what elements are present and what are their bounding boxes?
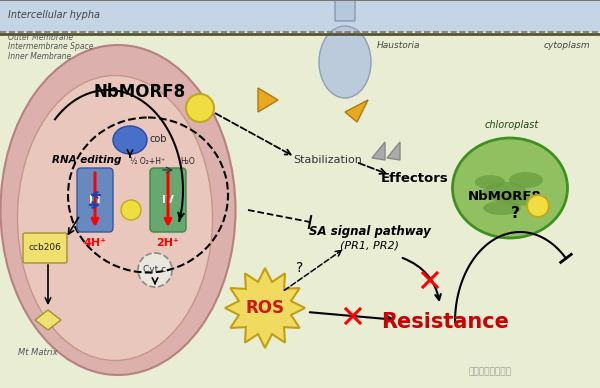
Ellipse shape (475, 175, 505, 189)
Circle shape (138, 253, 172, 287)
Ellipse shape (509, 172, 543, 188)
Text: 4H⁺: 4H⁺ (83, 238, 107, 248)
Text: Outer Membrane: Outer Membrane (8, 33, 73, 42)
Text: 植物微生物最前线: 植物微生物最前线 (469, 367, 511, 376)
Ellipse shape (483, 201, 521, 215)
Text: 2H⁺: 2H⁺ (157, 238, 179, 248)
Text: IV: IV (162, 195, 174, 205)
Ellipse shape (1, 45, 235, 375)
Text: H₂O: H₂O (181, 157, 196, 166)
FancyBboxPatch shape (335, 0, 355, 21)
Text: RNA editing: RNA editing (52, 155, 121, 165)
Polygon shape (345, 100, 368, 122)
Text: Mt Matrix: Mt Matrix (18, 348, 58, 357)
Polygon shape (35, 310, 61, 330)
Circle shape (186, 94, 214, 122)
Circle shape (527, 195, 549, 217)
Text: chloroplast: chloroplast (485, 120, 539, 130)
FancyBboxPatch shape (77, 168, 113, 232)
Text: SA signal pathway: SA signal pathway (309, 225, 431, 239)
Text: ccb206: ccb206 (29, 244, 61, 253)
Circle shape (121, 200, 141, 220)
Text: ?: ? (511, 206, 520, 220)
Text: III: III (89, 195, 101, 205)
Text: ?: ? (296, 261, 304, 275)
Ellipse shape (17, 76, 212, 360)
Text: Resistance: Resistance (381, 312, 509, 332)
Ellipse shape (113, 126, 147, 154)
Ellipse shape (452, 138, 568, 238)
Text: Inner Membrane: Inner Membrane (8, 52, 71, 61)
Text: Effectors: Effectors (381, 171, 449, 185)
Text: ½ O₂+H⁺: ½ O₂+H⁺ (130, 157, 166, 166)
Text: cytoplasm: cytoplasm (544, 40, 590, 50)
Polygon shape (387, 142, 400, 160)
Polygon shape (225, 268, 305, 348)
Text: NbMORF8: NbMORF8 (94, 83, 186, 101)
Polygon shape (372, 142, 385, 160)
FancyBboxPatch shape (150, 168, 186, 232)
Text: cob: cob (149, 134, 167, 144)
Ellipse shape (319, 26, 371, 98)
FancyBboxPatch shape (0, 0, 600, 32)
Text: Stabilization: Stabilization (293, 155, 362, 165)
Polygon shape (258, 88, 278, 112)
Text: Intercellular hypha: Intercellular hypha (8, 10, 100, 20)
Ellipse shape (504, 194, 532, 206)
Text: NbMORF8: NbMORF8 (468, 189, 542, 203)
Text: ROS: ROS (245, 299, 284, 317)
Text: (PR1, PR2): (PR1, PR2) (341, 241, 400, 251)
Text: Intermembrane Space: Intermembrane Space (8, 42, 94, 51)
Ellipse shape (483, 182, 527, 202)
FancyBboxPatch shape (23, 233, 67, 263)
Text: Cyt c: Cyt c (143, 265, 167, 274)
Text: Haustoria: Haustoria (377, 40, 421, 50)
